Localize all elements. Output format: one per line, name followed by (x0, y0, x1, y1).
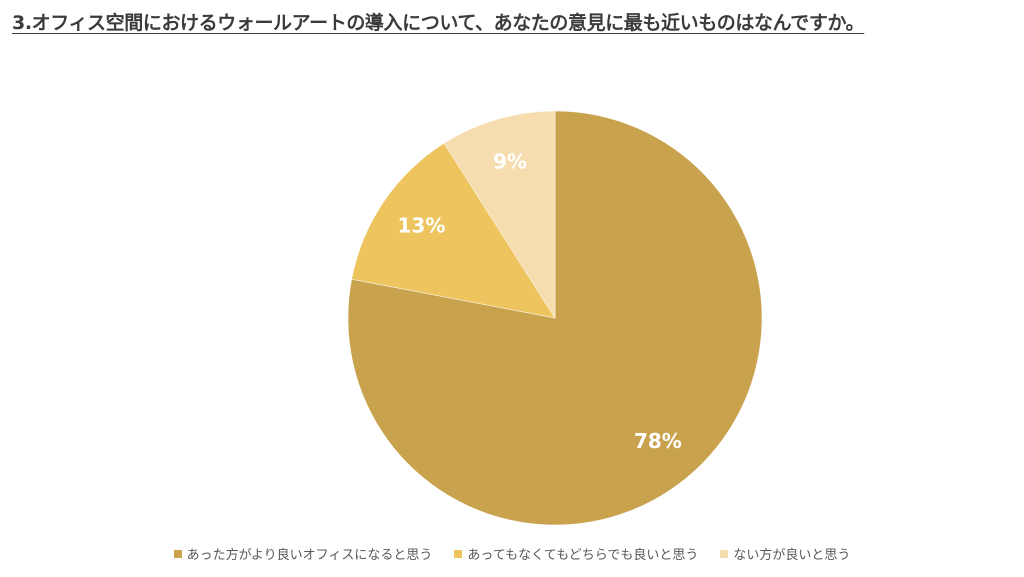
pie-slices (347, 110, 763, 526)
legend-swatch-0 (173, 549, 182, 558)
legend-item-1: あってもなくてもどちらでも良いと思う (454, 544, 698, 563)
legend: あった方がより良いオフィスになると思う あってもなくてもどちらでも良いと思う な… (0, 544, 1024, 563)
chart-title: 3.オフィス空間におけるウォールアートの導入について、あなたの意見に最も近いもの… (12, 12, 865, 34)
legend-swatch-1 (454, 549, 463, 558)
pie-slice-2 (443, 110, 556, 319)
data-label-1: 13% (398, 214, 446, 238)
pie-chart: 78% 13% 9% (347, 110, 763, 526)
legend-label-2: ない方が良いと思う (733, 548, 851, 563)
legend-item-2: ない方が良いと思う (720, 544, 850, 563)
data-label-0: 78% (634, 429, 682, 453)
legend-item-0: あった方がより良いオフィスになると思う (173, 544, 433, 563)
legend-swatch-2 (720, 549, 729, 558)
data-label-2: 9% (493, 149, 527, 173)
pie-slice-1 (351, 142, 556, 319)
legend-label-0: あった方がより良いオフィスになると思う (186, 548, 433, 563)
legend-label-1: あってもなくてもどちらでも良いと思う (467, 548, 699, 563)
